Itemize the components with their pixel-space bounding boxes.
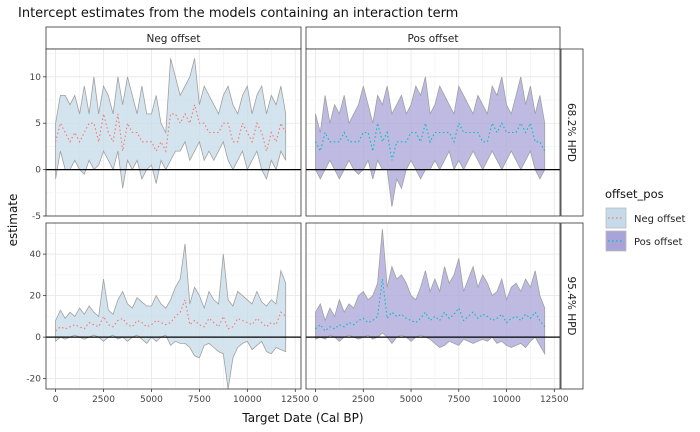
x-tick-label-1-0: 0 (313, 395, 319, 405)
panel-border-1-1 (305, 222, 561, 390)
y-tick-label-1-1: 0 (35, 333, 41, 343)
row-strip-95: 95.4% HPD (560, 222, 584, 390)
panel-68-pos (305, 48, 561, 217)
hpd-ribbon-0-0 (55, 58, 287, 189)
panel-border-0-0 (45, 48, 302, 217)
x-tick-label-0-3: 7500 (188, 395, 211, 405)
column-strip-pos-label: Pos offset (408, 33, 459, 45)
x-tick-label-1-5: 12500 (540, 395, 569, 405)
x-tick-label-0-5: 12500 (281, 395, 310, 405)
panel-border-0-1 (305, 48, 561, 217)
x-tick-label-1-4: 10000 (492, 395, 521, 405)
legend-title: offset_pos (605, 187, 664, 201)
legend-label-neg: Neg offset (634, 214, 686, 225)
chart-title: Intercept estimates from the models cont… (18, 6, 458, 21)
x-tick-label-1-3: 7500 (447, 395, 470, 405)
legend-item-pos: Pos offset (605, 230, 683, 252)
estimate-line-1-0 (55, 297, 287, 332)
legend-item-neg: Neg offset (605, 207, 686, 229)
row-strip-95-label: 95.4% HPD (565, 276, 577, 335)
y-tick-label-1-3: 40 (30, 250, 42, 260)
x-axis-title: Target Date (Cal BP) (241, 411, 363, 425)
estimate-line-1-1 (315, 278, 546, 332)
column-strip-pos: Pos offset (305, 26, 561, 50)
column-strip-neg-label: Neg offset (146, 33, 200, 45)
y-tick-label-0-3: 10 (30, 73, 42, 83)
x-tick-label-1-2: 5000 (400, 395, 423, 405)
y-tick-label-1-2: 20 (30, 292, 42, 302)
y-tick-label-0-2: 5 (35, 119, 41, 129)
column-strip-neg: Neg offset (45, 26, 302, 50)
y-tick-label-1-0: -20 (26, 375, 41, 385)
y-tick-label-0-1: 0 (35, 166, 41, 176)
panel-68-neg: -5 0 5 10 (30, 48, 302, 222)
row-strip-68: 68.2% HPD (560, 48, 584, 217)
x-tick-label-0-0: 0 (53, 395, 59, 405)
legend-label-pos: Pos offset (634, 237, 683, 248)
hpd-ribbon-1-0 (55, 243, 287, 390)
row-strip-68-label: 68.2% HPD (565, 103, 577, 162)
x-tick-label-0-1: 2500 (92, 395, 115, 405)
estimate-line-0-1 (315, 121, 546, 161)
x-tick-label-0-2: 5000 (140, 395, 163, 405)
x-tick-label-0-4: 10000 (233, 395, 262, 405)
panel-95-pos: 0 2500 5000 7500 10000 12500 (305, 222, 569, 405)
panel-95-neg: -20 0 20 40 0 2500 5000 7500 10000 12500 (26, 222, 310, 405)
hpd-ribbon-1-1 (315, 229, 546, 356)
legend: offset_pos Neg offset Pos offset (605, 187, 686, 252)
panel-border-1-0 (45, 222, 302, 390)
x-tick-label-1-1: 2500 (352, 395, 375, 405)
y-tick-label-0-0: -5 (32, 212, 41, 222)
y-axis-title: estimate (6, 194, 20, 247)
